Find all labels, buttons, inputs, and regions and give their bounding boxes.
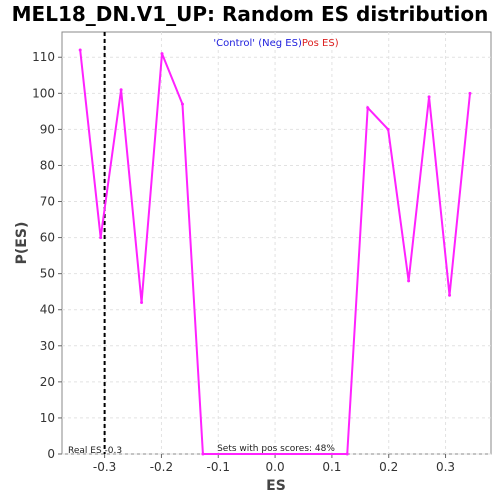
x-tick-label: 0.3 (436, 460, 455, 474)
y-tick-label: 100 (32, 86, 55, 100)
x-tick-label: 0.0 (266, 460, 285, 474)
y-tick-label: 50 (40, 267, 55, 281)
series-line (79, 49, 471, 455)
legend-entry-pos: Pos ES) (302, 38, 339, 49)
data-point (119, 88, 123, 92)
y-axis-ticks: 0 10 20 30 40 50 60 70 80 90 100 110 (32, 50, 62, 461)
plot-area (61, 31, 492, 455)
y-tick-label: 60 (40, 231, 55, 245)
x-axis-ticks: -0.3 -0.2 -0.1 0.0 0.1 0.2 0.3 (93, 454, 455, 474)
y-tick-label: 80 (40, 158, 55, 172)
data-point (345, 452, 349, 456)
y-tick-label: 30 (40, 339, 55, 353)
data-point (78, 48, 82, 52)
y-axis-label: P(ES) (14, 222, 30, 265)
legend: 'Control' (Neg ES)Pos ES) (213, 38, 338, 49)
data-point (99, 236, 103, 240)
x-tick-label: -0.3 (93, 460, 116, 474)
y-tick-label: 70 (40, 195, 55, 209)
y-tick-label: 0 (47, 447, 55, 461)
y-tick-label: 110 (32, 50, 55, 64)
data-point (140, 301, 144, 305)
data-point (201, 452, 205, 456)
x-tick-label: -0.1 (207, 460, 230, 474)
data-point (407, 279, 411, 283)
y-tick-label: 10 (40, 411, 55, 425)
y-tick-label: 20 (40, 375, 55, 389)
data-point (468, 91, 472, 95)
x-tick-label: -0.2 (150, 460, 173, 474)
x-tick-label: 0.2 (379, 460, 398, 474)
legend-entry-neg: 'Control' (Neg ES) (213, 38, 302, 49)
data-point (366, 106, 370, 110)
data-point (180, 102, 184, 106)
data-point (160, 52, 164, 56)
pos-scores-annotation: Sets with pos scores: 48% (217, 444, 335, 454)
data-point (427, 95, 431, 99)
real-es-label: Real ES -0.3 (68, 446, 122, 456)
data-point (386, 127, 390, 131)
chart-title: MEL18_DN.V1_UP: Random ES distribution (12, 2, 489, 26)
data-point (448, 293, 452, 297)
series-points (78, 48, 472, 456)
x-axis-label: ES (266, 478, 286, 494)
x-tick-label: 0.1 (322, 460, 341, 474)
y-tick-label: 90 (40, 122, 55, 136)
y-tick-label: 40 (40, 303, 55, 317)
